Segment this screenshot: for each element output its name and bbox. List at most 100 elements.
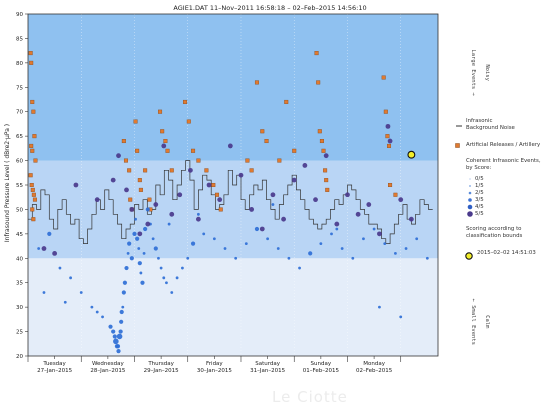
large-event-point bbox=[249, 207, 255, 212]
large-event-point bbox=[385, 123, 391, 129]
large-event-point bbox=[137, 231, 143, 237]
event-point bbox=[181, 266, 184, 270]
artillery-point bbox=[31, 217, 36, 222]
event-point bbox=[113, 338, 119, 345]
event-point bbox=[116, 333, 123, 340]
x-tick-date: 28–Jan–2015 bbox=[90, 368, 125, 374]
artillery-point bbox=[292, 148, 297, 153]
artillery-point bbox=[183, 99, 188, 104]
event-point bbox=[212, 237, 216, 241]
level-bands bbox=[28, 14, 438, 356]
x-tick-date: 02–Feb–2015 bbox=[356, 368, 393, 374]
event-point bbox=[63, 300, 67, 304]
large-event-point bbox=[259, 226, 265, 232]
x-tick-date: 27–Jan–2015 bbox=[37, 368, 72, 374]
y-tick-label: 80 bbox=[16, 61, 23, 67]
artillery-point bbox=[135, 148, 140, 153]
legend-score-0: 0/5 bbox=[475, 176, 484, 182]
y-tick-label: 45 bbox=[16, 232, 23, 238]
artillery-point bbox=[158, 109, 163, 114]
artillery-point bbox=[218, 207, 223, 212]
event-point bbox=[271, 203, 275, 206]
event-point bbox=[121, 305, 125, 309]
artillery-point bbox=[30, 99, 35, 104]
large-event-point bbox=[116, 153, 121, 159]
artillery-point bbox=[249, 168, 254, 173]
band-annotation: ← Small Events bbox=[470, 299, 476, 345]
event-point bbox=[394, 252, 397, 255]
y-tick-label: 20 bbox=[16, 354, 23, 360]
y-tick-label: 25 bbox=[16, 330, 23, 336]
large-event-point bbox=[408, 216, 414, 222]
artillery-point bbox=[123, 158, 128, 163]
legend-score-2: 2/5 bbox=[475, 190, 484, 196]
event-point bbox=[139, 271, 143, 275]
artillery-point bbox=[32, 197, 37, 202]
artillery-point bbox=[317, 129, 322, 134]
event-point bbox=[101, 315, 104, 319]
event-point bbox=[244, 242, 248, 246]
large-event-point bbox=[313, 197, 318, 203]
large-event-point bbox=[334, 221, 340, 227]
artillery-point bbox=[204, 168, 209, 173]
artillery-point bbox=[319, 139, 324, 144]
x-tick-day: Tuesday bbox=[42, 361, 66, 367]
event-point bbox=[137, 247, 141, 250]
large-event-point bbox=[217, 197, 223, 203]
x-tick-date: 31–Jan–2015 bbox=[250, 368, 285, 374]
y-tick-label: 40 bbox=[16, 256, 23, 262]
event-point bbox=[115, 344, 121, 349]
large-event-point bbox=[161, 143, 167, 149]
artillery-point bbox=[160, 129, 165, 134]
large-event-point bbox=[227, 143, 233, 149]
event-point bbox=[308, 251, 313, 256]
legend-coherent-head: Coherent Infrasonic Events, by Score: bbox=[466, 158, 541, 171]
large-event-point bbox=[52, 251, 58, 256]
event-point bbox=[127, 241, 132, 246]
large-event-point bbox=[355, 211, 361, 217]
large-event-point bbox=[377, 231, 382, 237]
event-point bbox=[159, 266, 163, 270]
artillery-point bbox=[385, 134, 390, 139]
artillery-point bbox=[393, 192, 398, 197]
event-point bbox=[415, 237, 419, 241]
legend-noise-label: Infrasonic Background Noise bbox=[466, 118, 515, 131]
event-point bbox=[121, 290, 126, 295]
noise-step-line bbox=[28, 160, 433, 244]
event-point bbox=[124, 265, 129, 271]
y-tick-label: 55 bbox=[16, 183, 23, 189]
large-event-point bbox=[206, 182, 212, 188]
event-point bbox=[69, 276, 72, 280]
x-tick-day: Wednesday bbox=[92, 361, 125, 367]
chart-title: AGIE1.DAT 11–Nov–2011 16:58:18 – 02–Feb–… bbox=[173, 4, 366, 12]
large-event-point bbox=[129, 207, 135, 212]
artillery-point bbox=[316, 80, 321, 85]
legend-highlight-label: 2015–02–02 14:51:03 bbox=[477, 250, 536, 256]
band-annotations: Noisy Large Events → Calm ← Small Events bbox=[470, 49, 490, 345]
large-event-point bbox=[345, 192, 350, 198]
y-tick-label: 65 bbox=[16, 134, 23, 140]
event-point bbox=[108, 324, 113, 329]
artillery-point bbox=[28, 51, 33, 56]
large-event-point bbox=[169, 211, 175, 217]
artillery-point bbox=[186, 119, 191, 124]
band-annotation: Calm bbox=[484, 315, 490, 329]
event-point bbox=[167, 222, 171, 226]
event-point bbox=[340, 247, 344, 250]
event-point bbox=[111, 329, 116, 334]
large-event-point bbox=[387, 138, 393, 144]
event-point bbox=[170, 291, 174, 294]
band-0 bbox=[28, 258, 438, 356]
event-point bbox=[276, 247, 280, 250]
background-noise-series bbox=[28, 160, 433, 244]
artillery-point bbox=[284, 99, 289, 104]
event-point bbox=[142, 252, 146, 255]
artillery-point bbox=[169, 168, 174, 173]
artillery-point bbox=[388, 182, 393, 187]
artillery-point bbox=[29, 143, 34, 148]
event-point bbox=[319, 242, 323, 246]
event-point bbox=[186, 256, 190, 260]
artillery-point bbox=[325, 187, 330, 192]
event-point bbox=[153, 246, 158, 251]
